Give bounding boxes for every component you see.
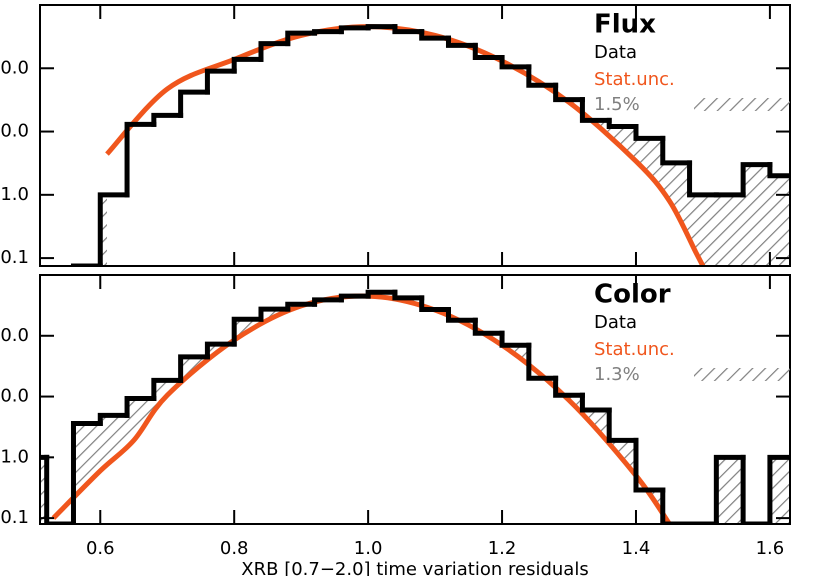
legend-hatch	[694, 98, 790, 111]
stat-curve	[105, 24, 706, 266]
histogram-bin	[124, 395, 157, 418]
excess-hatch	[73, 26, 790, 266]
legend-entry: 1.5%	[594, 94, 640, 115]
histogram-bin	[472, 42, 505, 61]
y-tick-label: 0.1	[0, 507, 29, 528]
histogram-bin	[660, 135, 693, 166]
y-tick-label: 0.1	[0, 247, 29, 268]
y-tick-label: 0.0	[0, 57, 29, 78]
histogram-bin	[44, 454, 76, 524]
histogram-bin	[553, 82, 585, 103]
legend-entry: 1.3%	[594, 364, 640, 385]
histogram-bin	[633, 437, 666, 493]
x-tick-label: 1.2	[488, 538, 517, 559]
plot-area	[40, 289, 790, 524]
x-tick-label: 0.8	[220, 538, 249, 559]
histogram-bin	[338, 293, 371, 303]
histogram-bin	[178, 354, 210, 383]
histogram-bin	[740, 454, 773, 524]
histogram-bin	[231, 316, 264, 347]
histogram-bin	[553, 375, 585, 398]
y-tick-label: 1.0	[0, 184, 29, 205]
histogram-bin	[204, 341, 237, 360]
histogram-bin	[231, 56, 264, 74]
y-tick-label: 0.0	[0, 386, 29, 407]
histogram-bin	[526, 64, 559, 88]
histogram-bin	[767, 162, 790, 179]
legend-title: Color	[594, 280, 671, 310]
histogram-bin	[606, 407, 639, 443]
histogram-bin	[579, 97, 612, 123]
x-tick-label: 0.6	[86, 538, 115, 559]
histogram-bin	[445, 307, 478, 323]
histogram-bin	[365, 24, 398, 31]
histogram-bin	[499, 55, 532, 70]
x-axis-label: XRB [0.7−2.0] time variation residuals	[241, 559, 588, 576]
histogram-bin	[204, 68, 237, 95]
histogram-bin	[445, 35, 478, 48]
histogram-bin	[633, 124, 666, 141]
excess-hatch	[40, 292, 790, 524]
histogram-bin	[312, 29, 344, 36]
histogram-bin	[258, 306, 291, 322]
plot-area	[70, 24, 824, 266]
histogram-bin	[151, 377, 184, 401]
legend-title: Flux	[594, 10, 656, 40]
histogram-bin	[392, 289, 425, 301]
histogram-bin	[178, 89, 210, 118]
legend-entry: Data	[594, 312, 637, 333]
histogram-bin	[660, 487, 693, 524]
histogram-bin	[419, 295, 451, 313]
legend-entry: Stat.unc.	[594, 69, 675, 90]
histogram-bin	[687, 160, 719, 198]
histogram-bin	[365, 289, 398, 299]
y-tick-label: 0.0	[0, 325, 29, 346]
histogram-bin	[285, 301, 318, 312]
histogram-bin	[797, 176, 824, 266]
y-tick-label: 0.0	[0, 121, 29, 142]
histogram-bin	[392, 24, 425, 35]
histogram-bin	[499, 330, 532, 348]
histogram-bin	[740, 162, 773, 198]
histogram-bin	[419, 29, 451, 41]
histogram-bin	[285, 30, 318, 47]
histogram-bin	[472, 317, 505, 336]
plot-frame	[39, 274, 791, 525]
y-tick-label: 1.0	[0, 446, 29, 467]
histogram-bin	[526, 342, 559, 381]
histogram-bin	[606, 117, 639, 130]
plot-frame	[39, 4, 791, 267]
histogram-bin	[713, 454, 746, 524]
x-tick-label: 1.6	[756, 538, 785, 559]
legend-entry: Stat.unc.	[594, 339, 675, 360]
histogram-bin	[97, 192, 130, 266]
histogram-bin	[258, 41, 291, 62]
legend-entry: Data	[594, 42, 637, 63]
histogram-bin	[151, 112, 184, 127]
x-tick-label: 1.4	[622, 538, 651, 559]
x-tick-label: 1.0	[354, 538, 383, 559]
histogram-bin	[97, 412, 130, 427]
histogram-bin	[579, 392, 612, 413]
histogram-bin	[70, 421, 103, 524]
histogram-bin	[124, 121, 157, 198]
legend-hatch	[694, 368, 790, 381]
histogram-bin	[312, 297, 344, 307]
histogram-bin	[338, 25, 371, 35]
